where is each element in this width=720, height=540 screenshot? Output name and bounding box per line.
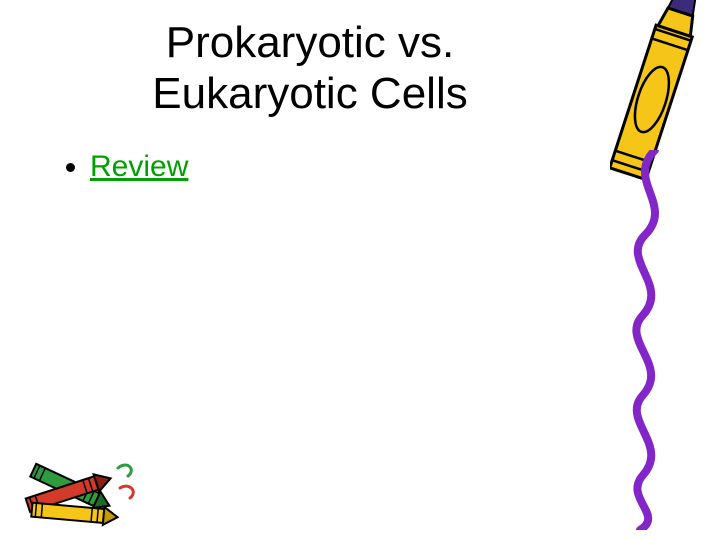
slide: Prokaryotic vs. Eukaryotic Cells Review	[0, 0, 720, 540]
crayon-trail-icon	[615, 150, 685, 530]
review-link[interactable]: Review	[90, 150, 188, 183]
bullet-item: Review	[90, 150, 188, 184]
bullet-list: Review	[60, 150, 188, 184]
title-line-2: Eukaryotic Cells	[152, 69, 467, 118]
title-line-1: Prokaryotic vs.	[166, 18, 455, 67]
crayons-trio-icon	[10, 430, 140, 530]
